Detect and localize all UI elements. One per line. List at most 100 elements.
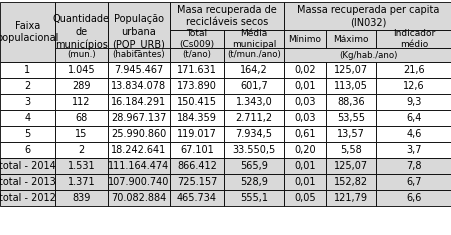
Bar: [283, 78, 325, 94]
Bar: [224, 78, 283, 94]
Text: 1.343,0: 1.343,0: [235, 97, 272, 107]
Text: 3,7: 3,7: [405, 145, 421, 155]
Text: 21,6: 21,6: [402, 65, 424, 75]
Bar: [224, 142, 283, 158]
Text: 16.184.291: 16.184.291: [111, 97, 166, 107]
Text: total - 2014: total - 2014: [0, 161, 56, 171]
Text: 2: 2: [24, 81, 31, 91]
Bar: [283, 174, 325, 190]
Bar: [55, 62, 108, 78]
Bar: [108, 2, 170, 62]
Text: 4: 4: [24, 113, 31, 123]
Bar: [55, 2, 108, 62]
Bar: [170, 62, 224, 78]
Bar: [224, 94, 283, 110]
Text: 7.945.467: 7.945.467: [114, 65, 163, 75]
Bar: [0, 190, 55, 206]
Bar: [325, 62, 375, 78]
Text: 121,79: 121,79: [333, 193, 367, 203]
Text: 1: 1: [24, 65, 31, 75]
Text: 1.045: 1.045: [68, 65, 95, 75]
Text: 2.711,2: 2.711,2: [235, 113, 272, 123]
Text: 125,07: 125,07: [333, 161, 367, 171]
Text: Máximo: Máximo: [332, 35, 368, 43]
Text: 13,57: 13,57: [336, 129, 364, 139]
Bar: [224, 62, 283, 78]
Text: 725.157: 725.157: [176, 177, 217, 187]
Bar: [325, 126, 375, 142]
Bar: [0, 2, 55, 62]
Text: (mun.): (mun.): [67, 51, 96, 59]
Text: Total
(Cs009): Total (Cs009): [179, 29, 214, 49]
Text: 150.415: 150.415: [177, 97, 216, 107]
Text: 528,9: 528,9: [239, 177, 267, 187]
Text: 0,02: 0,02: [294, 65, 315, 75]
Bar: [0, 142, 55, 158]
Text: 184.359: 184.359: [177, 113, 216, 123]
Bar: [170, 78, 224, 94]
Text: 1.531: 1.531: [68, 161, 95, 171]
Bar: [108, 158, 170, 174]
Text: (t/mun./ano): (t/mun./ano): [226, 51, 280, 59]
Text: (habitantes): (habitantes): [112, 51, 165, 59]
Bar: [108, 174, 170, 190]
Bar: [55, 110, 108, 126]
Text: 88,36: 88,36: [336, 97, 364, 107]
Text: Média
municipal: Média municipal: [231, 29, 276, 49]
Bar: [108, 126, 170, 142]
Text: 7.934,5: 7.934,5: [235, 129, 272, 139]
Bar: [170, 94, 224, 110]
Text: 3: 3: [24, 97, 31, 107]
Text: 33.550,5: 33.550,5: [232, 145, 275, 155]
Bar: [170, 190, 224, 206]
Text: 1.371: 1.371: [68, 177, 95, 187]
Bar: [224, 174, 283, 190]
Bar: [0, 110, 55, 126]
Bar: [375, 174, 451, 190]
Text: 0,01: 0,01: [294, 161, 315, 171]
Bar: [375, 158, 451, 174]
Text: 6,6: 6,6: [405, 193, 421, 203]
Text: 125,07: 125,07: [333, 65, 367, 75]
Bar: [0, 78, 55, 94]
Text: 6: 6: [24, 145, 31, 155]
Bar: [55, 94, 108, 110]
Bar: [0, 94, 55, 110]
Text: 0,61: 0,61: [294, 129, 315, 139]
Bar: [170, 126, 224, 142]
Text: 107.900.740: 107.900.740: [108, 177, 169, 187]
Bar: [170, 30, 224, 48]
Text: 565,9: 565,9: [239, 161, 267, 171]
Text: 173.890: 173.890: [177, 81, 216, 91]
Bar: [325, 142, 375, 158]
Text: Mínimo: Mínimo: [288, 35, 321, 43]
Text: Massa recuperada per capita
(IN032): Massa recuperada per capita (IN032): [296, 5, 438, 27]
Text: 839: 839: [72, 193, 91, 203]
Text: 113,05: 113,05: [333, 81, 367, 91]
Text: 601,7: 601,7: [239, 81, 267, 91]
Text: Masa recuperada de
recicláveis secos: Masa recuperada de recicláveis secos: [177, 5, 276, 27]
Text: 0,03: 0,03: [294, 97, 315, 107]
Text: 4,6: 4,6: [405, 129, 421, 139]
Text: 12,6: 12,6: [402, 81, 424, 91]
Text: 555,1: 555,1: [239, 193, 267, 203]
Text: 18.242.641: 18.242.641: [111, 145, 166, 155]
Bar: [283, 158, 325, 174]
Bar: [325, 174, 375, 190]
Text: 171.631: 171.631: [177, 65, 216, 75]
Bar: [0, 62, 55, 78]
Text: Indicador
médio: Indicador médio: [392, 29, 434, 49]
Bar: [170, 110, 224, 126]
Bar: [283, 2, 451, 30]
Bar: [55, 158, 108, 174]
Bar: [375, 94, 451, 110]
Text: 5,58: 5,58: [339, 145, 361, 155]
Bar: [224, 126, 283, 142]
Text: Faixa
populacional: Faixa populacional: [0, 21, 59, 43]
Bar: [375, 30, 451, 48]
Bar: [0, 158, 55, 174]
Text: 164,2: 164,2: [239, 65, 267, 75]
Text: 0,01: 0,01: [294, 81, 315, 91]
Bar: [283, 94, 325, 110]
Text: Quantidade
de
municípios: Quantidade de municípios: [53, 14, 110, 50]
